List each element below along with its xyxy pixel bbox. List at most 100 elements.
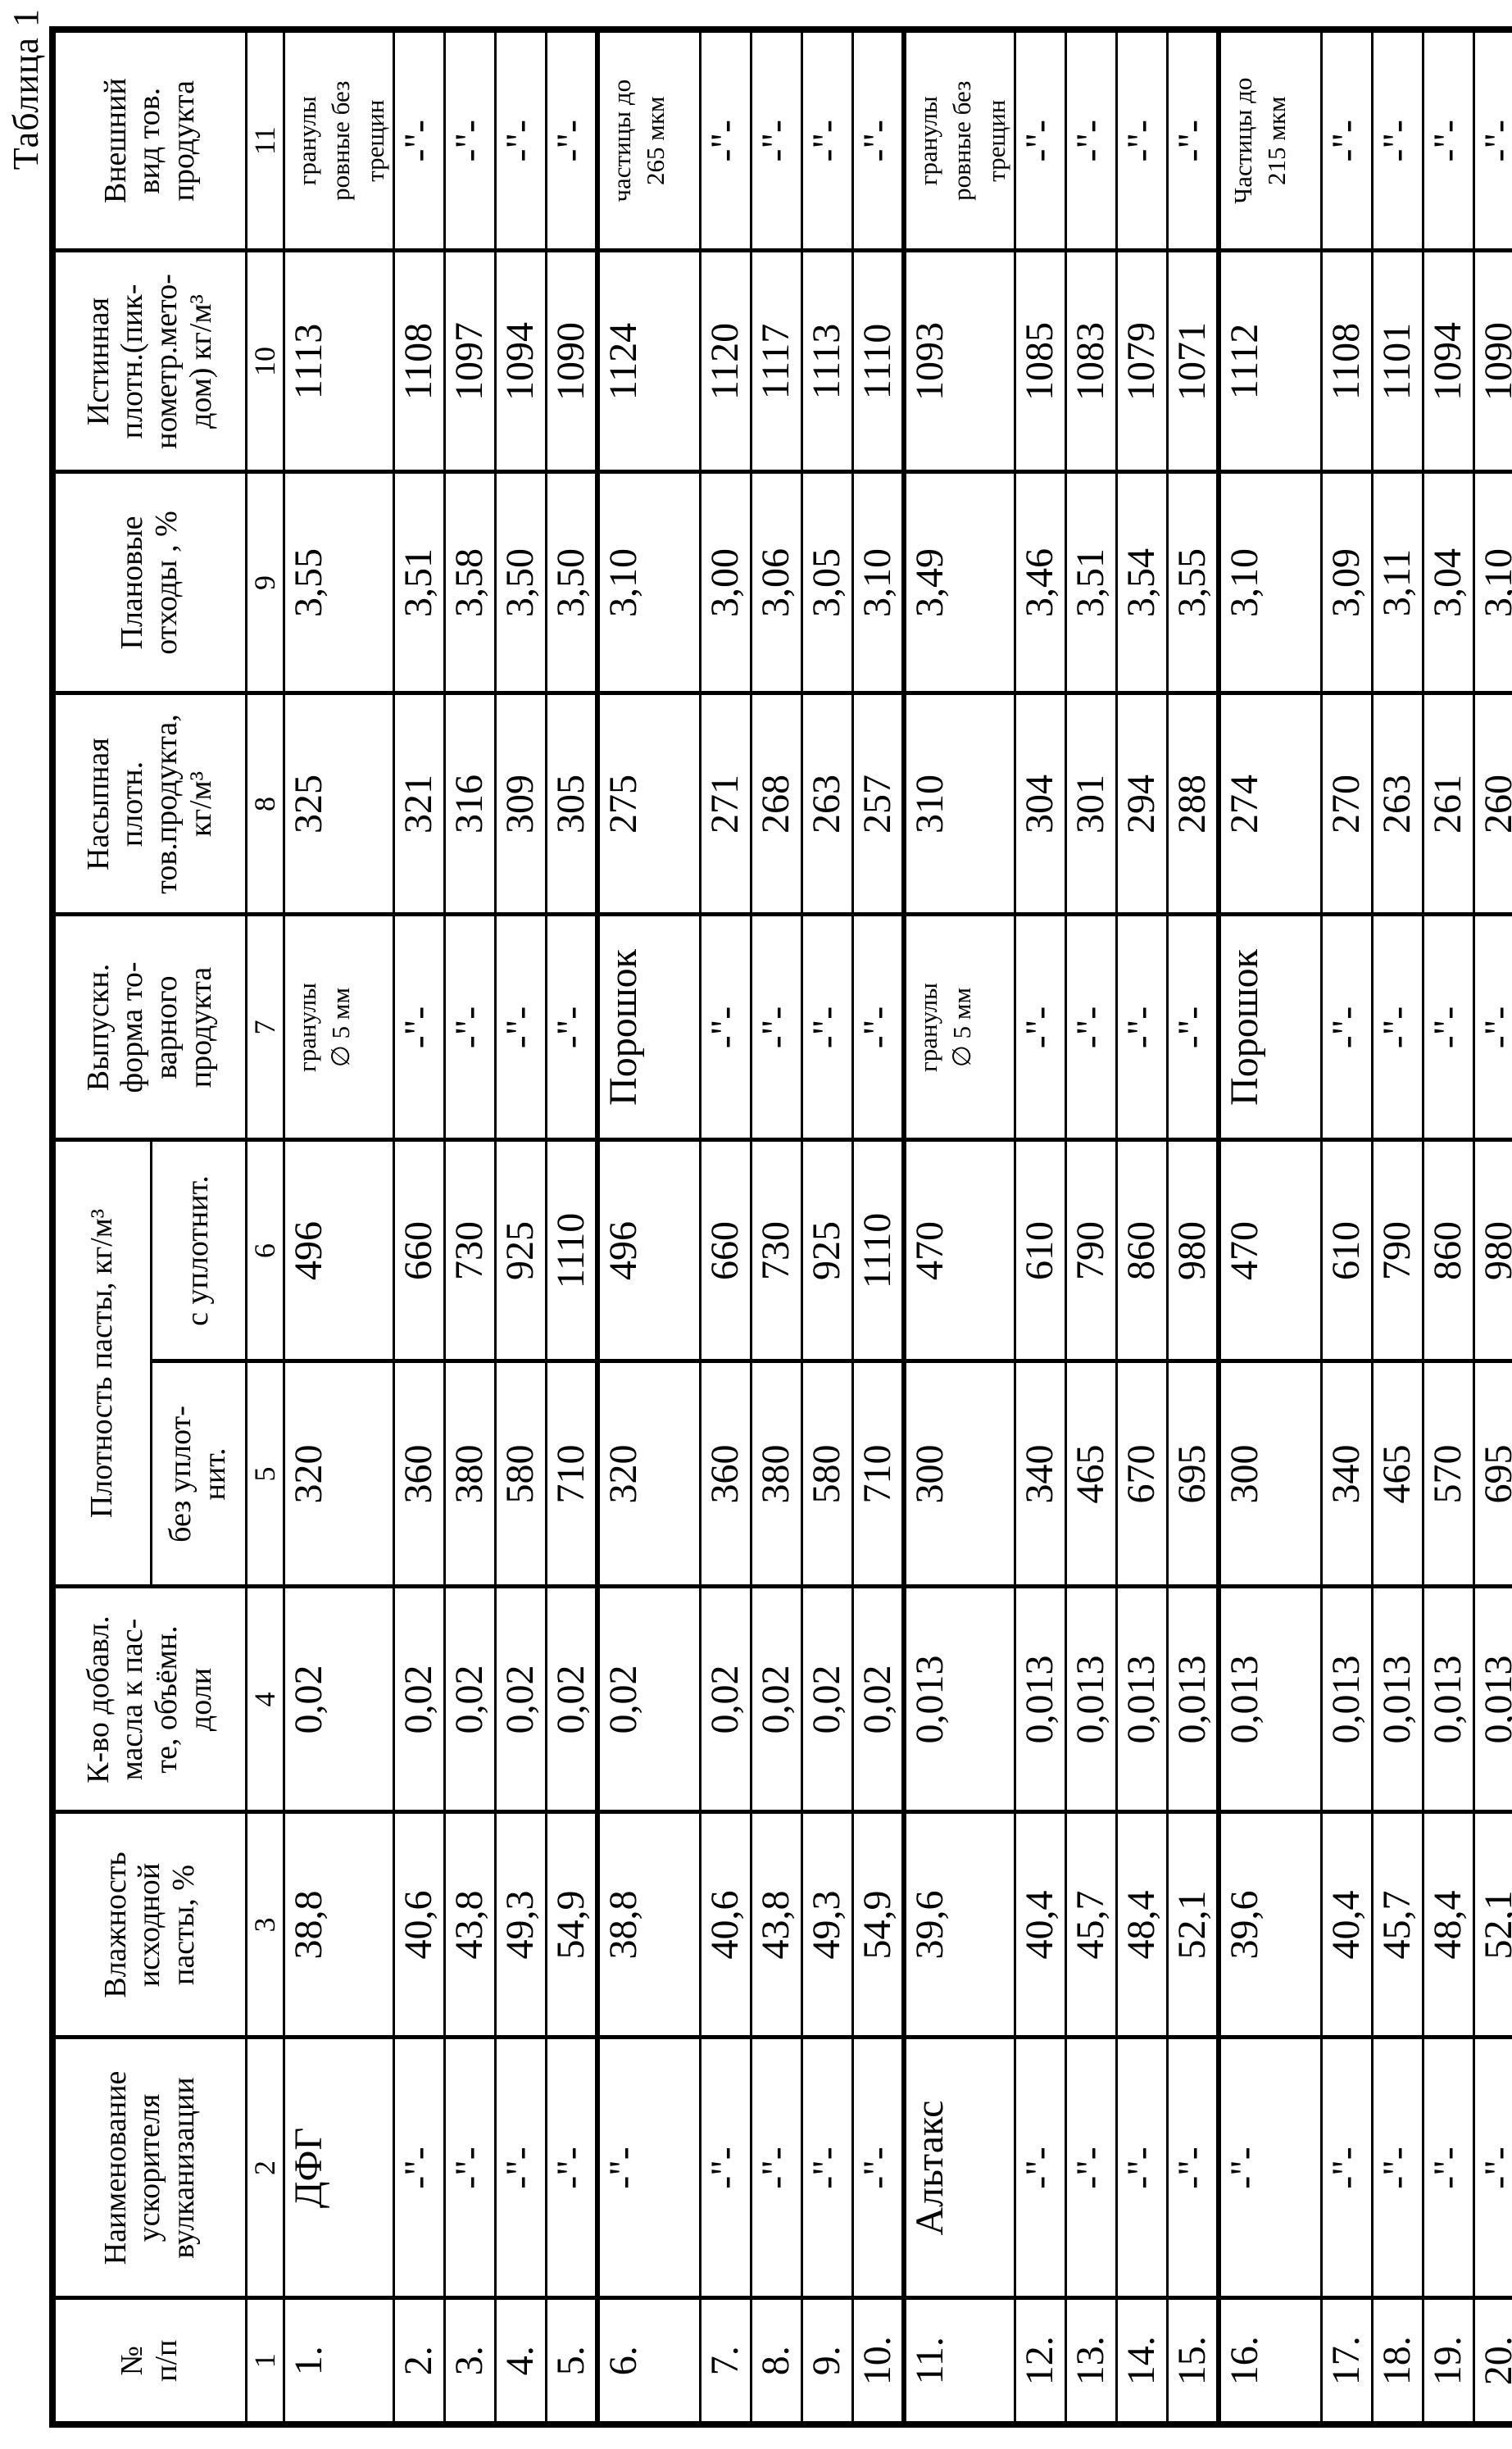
table-cell: -"-	[1065, 29, 1117, 251]
table-cell: 3,46	[1015, 471, 1066, 693]
table-cell: 0,013	[1015, 1587, 1066, 1812]
table-cell: -"-	[751, 2038, 802, 2298]
table-cell: 288	[1167, 693, 1219, 915]
table-cell: -"-	[1218, 2038, 1322, 2298]
table-cell: 3,10	[1218, 471, 1322, 693]
table-cell: 263	[1372, 693, 1423, 915]
table-cell: -"-	[700, 2038, 751, 2298]
table-cell: 380	[444, 1361, 496, 1587]
column-number-cell: 4	[246, 1587, 284, 1812]
table-cell: 1085	[1015, 250, 1066, 472]
table-cell: -"-	[444, 2038, 496, 2298]
table-cell: 40,4	[1015, 1812, 1066, 2038]
row-number-cell: 18.	[1372, 2298, 1423, 2424]
table-cell: 925	[495, 1139, 547, 1361]
table-cell: 3,05	[801, 471, 853, 693]
table-cell: 340	[1321, 1361, 1373, 1587]
table-cell: -"-	[1473, 914, 1512, 1140]
table-cell: 360	[393, 1361, 445, 1587]
row-number-cell: 16.	[1218, 2298, 1322, 2424]
table-cell: Частицы до 215 мкм	[1218, 29, 1322, 251]
table-cell: частицы до 265 мкм	[597, 29, 701, 251]
table-cell: 496	[597, 1139, 701, 1361]
table-cell: 3,11	[1372, 471, 1423, 693]
table-cell: 610	[1015, 1139, 1066, 1361]
table-cell: 321	[393, 693, 445, 915]
table-cell: 268	[751, 693, 802, 915]
table-cell: -"-	[1372, 29, 1423, 251]
header-col-moisture: Влажность исходной пасты, %	[52, 1812, 246, 2038]
table-cell: ДФГ	[284, 2038, 394, 2298]
table-cell: 3,06	[751, 471, 802, 693]
table-row: 1. ДФГ 38,8 0,02 320 496 гранулы ∅ 5 мм 325 3,55…	[284, 29, 394, 2424]
table-cell: 860	[1423, 1139, 1474, 1361]
column-number-cell: 11	[246, 29, 284, 251]
table-cell: 3,00	[700, 471, 751, 693]
table-cell: 1090	[1473, 250, 1512, 472]
table-cell: 3,54	[1116, 471, 1168, 693]
table-cell: 730	[444, 1139, 496, 1361]
table-cell: 39,6	[1218, 1812, 1322, 2038]
table-cell: -"-	[495, 914, 547, 1140]
table-cell: 263	[801, 693, 853, 915]
table-cell: 1108	[393, 250, 445, 472]
table-cell: 310	[903, 693, 1015, 915]
column-number-cell: 3	[246, 1812, 284, 2038]
table-cell: 305	[546, 693, 597, 915]
column-number-cell: 5	[246, 1361, 284, 1587]
table-cell: 38,8	[597, 1812, 701, 2038]
table-row: 18. -"- 45,7 0,013 465 790 -"- 263 3,11 1101 -"-	[1372, 29, 1423, 2424]
table-cell: -"-	[1065, 914, 1117, 1140]
table-cell: -"-	[801, 914, 853, 1140]
row-number-cell: 6.	[597, 2298, 701, 2424]
header-col-bulk-density: Насыпная плотн. тов.продукта, кг/м³	[52, 693, 246, 915]
table-cell: -"-	[444, 29, 496, 251]
table-cell: -"-	[597, 2038, 701, 2298]
table-cell: 360	[700, 1361, 751, 1587]
table-cell: -"-	[801, 29, 853, 251]
table-cell: 0,02	[751, 1587, 802, 1812]
table-cell: 695	[1167, 1361, 1219, 1587]
table-cell: -"-	[1372, 2038, 1423, 2298]
table-cell: 710	[546, 1361, 597, 1587]
header-subcol-without-compactor: без уплот- нит.	[151, 1361, 246, 1587]
table-cell: 271	[700, 693, 751, 915]
table-cell: 0,013	[1473, 1587, 1512, 1812]
table-cell: 3,51	[1065, 471, 1117, 693]
table-cell: 49,3	[495, 1812, 547, 2038]
table-cell: 45,7	[1372, 1812, 1423, 2038]
table-cell: 40,6	[393, 1812, 445, 2038]
column-number-cell: 8	[246, 693, 284, 915]
table-cell: 670	[1116, 1361, 1168, 1587]
table-cell: 465	[1065, 1361, 1117, 1587]
table-row: 5. -"- 54,9 0,02 710 1110 -"- 305 3,50 1090 -"-	[546, 29, 597, 2424]
row-number-cell: 15.	[1167, 2298, 1219, 2424]
table-cell: -"-	[393, 29, 445, 251]
table-cell: -"-	[1015, 2038, 1066, 2298]
table-cell: 320	[597, 1361, 701, 1587]
table-cell: -"-	[1015, 914, 1066, 1140]
table-cell: -"-	[852, 2038, 904, 2298]
row-number-cell: 8.	[751, 2298, 802, 2424]
table-cell: -"-	[546, 914, 597, 1140]
table-cell: -"-	[546, 29, 597, 251]
table-cell: 380	[751, 1361, 802, 1587]
table-cell: 0,02	[284, 1587, 394, 1812]
table-cell: 52,1	[1167, 1812, 1219, 2038]
table-cell: 270	[1321, 693, 1373, 915]
table-cell: -"-	[1423, 2038, 1474, 2298]
table-cell: 40,4	[1321, 1812, 1373, 2038]
row-number-cell: 12.	[1015, 2298, 1066, 2424]
table-cell: 1124	[597, 250, 701, 472]
table-cell: -"-	[1116, 2038, 1168, 2298]
table-cell: 45,7	[1065, 1812, 1117, 2038]
table-cell: -"-	[1321, 914, 1373, 1140]
table-cell: 325	[284, 693, 394, 915]
table-cell: 1101	[1372, 250, 1423, 472]
table-cell: -"-	[751, 914, 802, 1140]
row-number-cell: 2.	[393, 2298, 445, 2424]
header-col-appearance: Внешний вид тов. продукта	[52, 29, 246, 251]
header-col-oil-amount: К-во добавл. масла к пас- те, объёмн. до…	[52, 1587, 246, 1812]
table-cell: 1079	[1116, 250, 1168, 472]
